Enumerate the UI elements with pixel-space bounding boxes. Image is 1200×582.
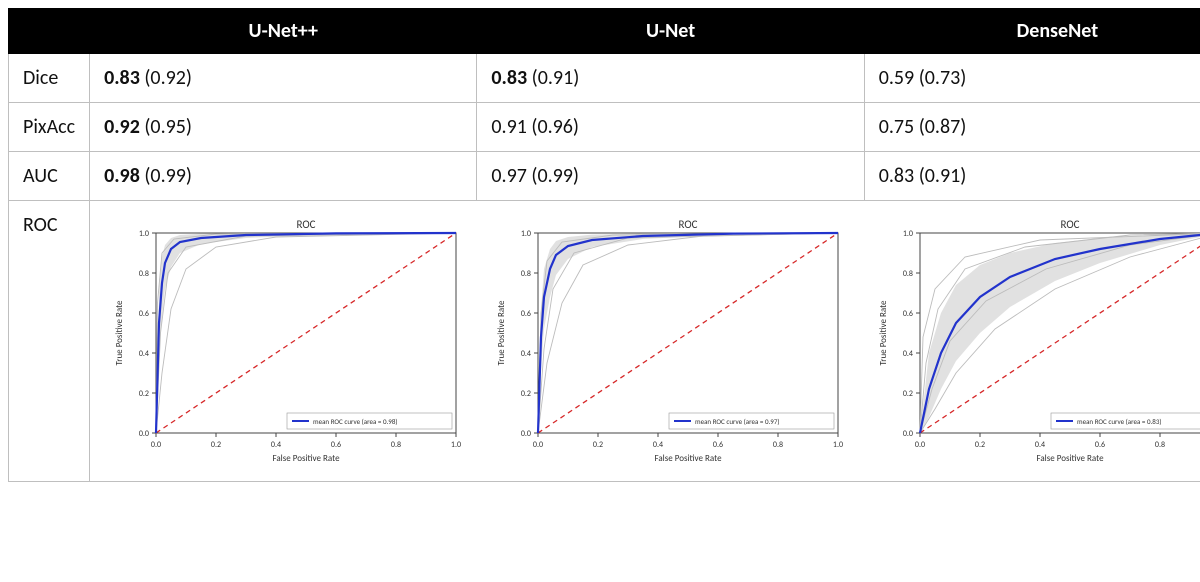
col-header-1: U-Net [477, 9, 864, 54]
svg-text:mean ROC curve (area = 0.97): mean ROC curve (area = 0.97) [695, 417, 780, 426]
cell-1-1: 0.91 (0.96) [477, 103, 864, 152]
svg-text:0.8: 0.8 [1155, 440, 1165, 450]
cell-2-0: 0.98 (0.99) [90, 152, 477, 201]
col-header-0: U-Net++ [90, 9, 477, 54]
svg-text:False Positive Rate: False Positive Rate [655, 453, 723, 464]
roc-panel-1: 0.0 0.2 0.4 0.6 0.8 1.0 0.0 0.2 0.4 0.6 0.8 1.0 ROC F… [490, 215, 850, 465]
svg-text:ROC: ROC [679, 218, 698, 231]
svg-text:0.6: 0.6 [713, 440, 723, 450]
svg-text:0.2: 0.2 [593, 440, 603, 450]
svg-text:False Positive Rate: False Positive Rate [273, 453, 341, 464]
svg-text:0.0: 0.0 [521, 429, 531, 439]
row-header-pixacc: PixAcc [9, 103, 90, 152]
svg-text:False Positive Rate: False Positive Rate [1037, 453, 1105, 464]
svg-text:0.0: 0.0 [903, 429, 913, 439]
svg-text:ROC: ROC [1061, 218, 1080, 231]
svg-text:0.6: 0.6 [1095, 440, 1105, 450]
svg-text:0.0: 0.0 [533, 440, 543, 450]
svg-text:0.4: 0.4 [139, 349, 149, 359]
col-header-blank [9, 9, 90, 54]
cell-0-2: 0.59 (0.73) [864, 54, 1200, 103]
svg-text:0.2: 0.2 [975, 440, 985, 450]
svg-text:True Positive Rate: True Positive Rate [878, 300, 889, 366]
svg-text:0.2: 0.2 [211, 440, 221, 450]
roc-cell: 0.0 0.2 0.4 0.6 0.8 1.0 0.0 0.2 0.4 0.6 0.8 1.0 ROC F… [90, 201, 1200, 482]
svg-text:0.8: 0.8 [773, 440, 783, 450]
svg-text:0.6: 0.6 [331, 440, 341, 450]
roc-chart: 0.0 0.2 0.4 0.6 0.8 1.0 0.0 0.2 0.4 0.6 0.8 1.0 ROC F… [490, 215, 850, 465]
svg-text:0.4: 0.4 [271, 440, 281, 450]
cell-1-2: 0.75 (0.87) [864, 103, 1200, 152]
row-header-dice: Dice [9, 54, 90, 103]
svg-text:ROC: ROC [297, 218, 316, 231]
svg-text:0.4: 0.4 [1035, 440, 1045, 450]
svg-text:True Positive Rate: True Positive Rate [496, 300, 507, 366]
svg-text:0.0: 0.0 [139, 429, 149, 439]
svg-text:0.8: 0.8 [903, 269, 913, 279]
cell-2-1: 0.97 (0.99) [477, 152, 864, 201]
svg-text:0.4: 0.4 [653, 440, 663, 450]
roc-panel-0: 0.0 0.2 0.4 0.6 0.8 1.0 0.0 0.2 0.4 0.6 0.8 1.0 ROC F… [108, 215, 468, 465]
cell-1-0: 0.92 (0.95) [90, 103, 477, 152]
svg-text:0.6: 0.6 [903, 309, 913, 319]
cell-2-2: 0.83 (0.91) [864, 152, 1200, 201]
svg-text:0.0: 0.0 [915, 440, 925, 450]
svg-text:0.4: 0.4 [903, 349, 913, 359]
svg-text:mean ROC curve (area = 0.83): mean ROC curve (area = 0.83) [1077, 417, 1162, 426]
svg-text:0.2: 0.2 [139, 389, 149, 399]
svg-text:0.6: 0.6 [521, 309, 531, 319]
svg-text:1.0: 1.0 [451, 440, 461, 450]
roc-panel-2: 0.00.20.40.60.81.00.00.20.40.60.81.0ROCF… [872, 215, 1200, 465]
svg-text:1.0: 1.0 [833, 440, 843, 450]
svg-text:0.8: 0.8 [521, 269, 531, 279]
svg-text:1.0: 1.0 [521, 229, 531, 239]
results-table: U-Net++ U-Net DenseNet Dice0.83 (0.92)0.… [8, 8, 1200, 482]
svg-text:0.8: 0.8 [391, 440, 401, 450]
svg-text:0.4: 0.4 [521, 349, 531, 359]
svg-text:0.2: 0.2 [903, 389, 913, 399]
svg-text:0.8: 0.8 [139, 269, 149, 279]
svg-text:1.0: 1.0 [139, 229, 149, 239]
cell-0-0: 0.83 (0.92) [90, 54, 477, 103]
roc-chart: 0.0 0.2 0.4 0.6 0.8 1.0 0.0 0.2 0.4 0.6 0.8 1.0 ROC F… [108, 215, 468, 465]
svg-text:1.0: 1.0 [903, 229, 913, 239]
col-header-2: DenseNet [864, 9, 1200, 54]
svg-text:0.0: 0.0 [151, 440, 161, 450]
row-header-roc: ROC [9, 201, 90, 482]
svg-text:0.2: 0.2 [521, 389, 531, 399]
svg-text:mean ROC curve (area = 0.98): mean ROC curve (area = 0.98) [313, 417, 398, 426]
roc-chart: 0.00.20.40.60.81.00.00.20.40.60.81.0ROCF… [872, 215, 1200, 465]
cell-0-1: 0.83 (0.91) [477, 54, 864, 103]
svg-text:0.6: 0.6 [139, 309, 149, 319]
svg-text:True Positive Rate: True Positive Rate [114, 300, 125, 366]
row-header-auc: AUC [9, 152, 90, 201]
